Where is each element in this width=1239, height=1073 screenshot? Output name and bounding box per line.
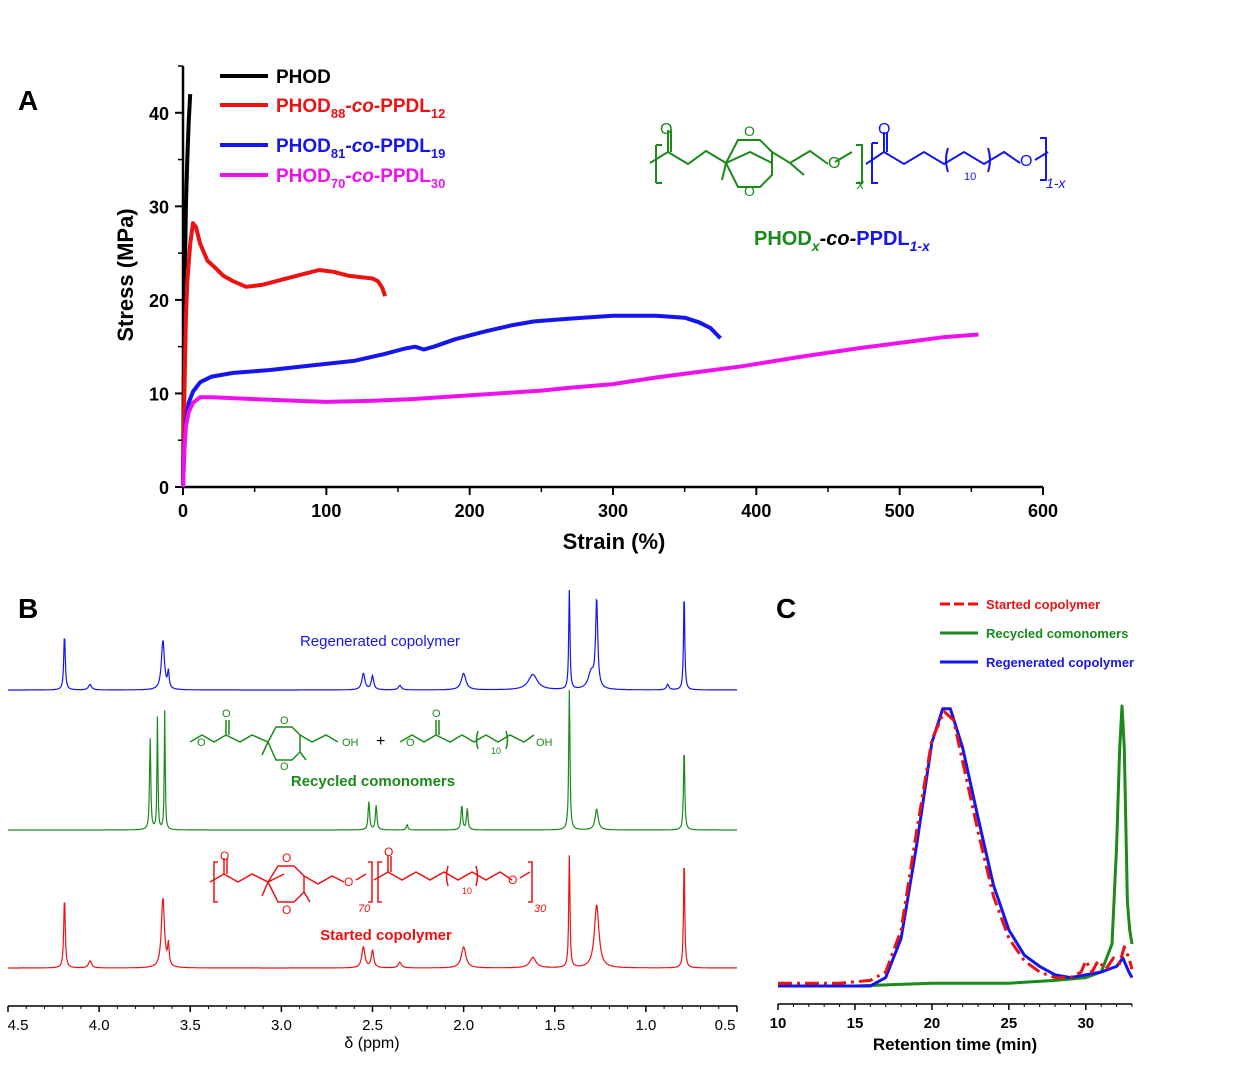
- panel-c-series: [778, 704, 1134, 988]
- panel-b-label-recycled: Recycled comonomers: [291, 773, 455, 790]
- panel-a-legend-label-2: PHOD81-co-PPDL19: [276, 136, 445, 161]
- panel-b-x-axis-label: δ (ppm): [344, 1035, 399, 1052]
- panel-a-x-tick-label: 300: [598, 501, 628, 521]
- panel-a-legend-label-1: PHOD88-co-PPDL12: [276, 96, 445, 121]
- struct-a-sub-1-x: 1-x: [1046, 175, 1066, 191]
- struct-c-n: 10: [462, 886, 472, 896]
- panel-b-x-tick-label: 1.0: [635, 1017, 656, 1034]
- panel-c-legend-label-1: Recycled comonomers: [986, 626, 1128, 641]
- panel-b-spectrum-0: [8, 589, 737, 691]
- panel-a-y-axis-label: Stress (MPa): [113, 208, 138, 341]
- panel-a-stress-strain-chart: 0 100 200 300 400 500 600 0 10 20 30 40 PHOD PHOD88-…: [113, 65, 1066, 554]
- struct-b-oh1: OH: [342, 737, 359, 749]
- panel-a-y-tick-label: 10: [149, 384, 169, 404]
- panel-b-x-tick-label: 0.5: [715, 1017, 736, 1034]
- struct-a-name: PHODx-co-PPDL1-x: [754, 228, 931, 254]
- panel-b-x-tick-label: 1.5: [544, 1017, 565, 1034]
- struct-b-o3: O: [280, 715, 289, 727]
- panel-b-x-tick-label: 2.5: [362, 1017, 383, 1034]
- panel-b-x-tick-label: 3.5: [180, 1017, 201, 1034]
- panel-a-x-tick-label: 600: [1028, 501, 1058, 521]
- panel-a-y-tick-label: 20: [149, 291, 169, 311]
- panel-c-axes: 10 15 20 25 30: [770, 1003, 1133, 1032]
- struct-b-o6: O: [406, 737, 415, 749]
- struct-c-o3: O: [282, 903, 291, 917]
- panel-b-label-started: Started copolymer: [320, 927, 452, 944]
- panel-c-x-tick-label: 25: [1001, 1015, 1018, 1032]
- struct-c-o6: O: [508, 873, 517, 887]
- panel-a-legend: PHOD PHOD88-co-PPDL12 PHOD81-co-PPDL19 PHOD…: [220, 67, 445, 191]
- panel-c-x-axis-label: Retention time (min): [873, 1035, 1037, 1054]
- panel-c-x-tick-label: 20: [924, 1015, 941, 1032]
- panel-c-x-tick-label: 30: [1077, 1015, 1094, 1032]
- panel-a-legend-label-0: PHOD: [276, 67, 331, 88]
- panel-a-series-line-2: [181, 313, 722, 488]
- panel-a-series-line-1: [181, 221, 387, 488]
- struct-a-o4: O: [828, 155, 840, 172]
- struct-b-o2: O: [197, 737, 206, 749]
- panel-b-nmr-chart: 4.5 4.0 3.5 3.0 2.5 2.0 1.5 1.0 0.5 δ (ppm) Rege…: [7, 589, 738, 1052]
- struct-a-n: 10: [964, 171, 976, 183]
- panel-b-x-tick-label: 3.0: [271, 1017, 292, 1034]
- struct-b-o1: O: [222, 708, 231, 720]
- panel-a-x-tick-label: 0: [178, 501, 188, 521]
- panel-a-x-axis-label: Strain (%): [563, 529, 666, 554]
- struct-a-sub-x: x: [856, 176, 865, 192]
- struct-a-o5: O: [878, 121, 890, 138]
- panel-b-series: [8, 589, 737, 969]
- panel-b-axes: 4.5 4.0 3.5 3.0 2.5 2.0 1.5 1.0 0.5: [7, 1005, 738, 1034]
- struct-b-o4: O: [280, 761, 289, 773]
- struct-c-o2: O: [282, 851, 291, 865]
- struct-a-o2: O: [744, 183, 755, 199]
- panel-a-y-tick-label: 30: [149, 197, 169, 217]
- panel-a-series: [181, 93, 979, 488]
- struct-a-o6: O: [1020, 153, 1032, 170]
- panel-c-gpc-chart: 10 15 20 25 30 Started copolymer Recycled com…: [770, 597, 1134, 1054]
- panel-b-monomer-structures: O O O O OH + O O 10 OH: [189, 708, 553, 773]
- panel-c-legend-label-0: Started copolymer: [986, 597, 1100, 612]
- panel-a-legend-label-3: PHOD70-co-PPDL30: [276, 166, 445, 191]
- panel-b-copolymer-structure: O O O O O O 10 70 30: [209, 845, 547, 917]
- struct-c-o1: O: [220, 849, 229, 863]
- struct-b-n: 10: [491, 746, 501, 756]
- panel-c-series-line-2: [778, 707, 1134, 988]
- panel-b-label-regenerated: Regenerated copolymer: [300, 633, 460, 650]
- struct-c-o4: O: [344, 875, 353, 889]
- panel-a-polymer-structure: O O O O x O O 10 1-x PHODx-co-PPDL1-x: [649, 121, 1066, 254]
- panel-a-x-tick-label: 100: [311, 501, 341, 521]
- panel-b-x-tick-label: 4.5: [8, 1017, 29, 1034]
- panel-a-x-tick-label: 500: [885, 501, 915, 521]
- panel-a-axes: 0 100 200 300 400 500 600 0 10 20 30 40: [149, 65, 1058, 521]
- panel-a-series-line-3: [181, 332, 979, 488]
- struct-b-plus: +: [376, 733, 385, 750]
- panel-c-x-tick-label: 15: [847, 1015, 864, 1032]
- panel-c-series-line-1: [778, 704, 1134, 988]
- panel-a-y-tick-label: 40: [149, 104, 169, 124]
- panel-a-x-tick-label: 400: [741, 501, 771, 521]
- panel-c-legend-label-2: Regenerated copolymer: [986, 655, 1134, 670]
- struct-c-o5: O: [384, 845, 393, 859]
- panel-b-x-tick-label: 2.0: [453, 1017, 474, 1034]
- panel-b-spectrum-1: [8, 689, 737, 831]
- panel-b-spectrum-2: [8, 855, 737, 969]
- struct-b-oh2: OH: [536, 737, 553, 749]
- panel-c-legend: Started copolymer Recycled comonomers Rege…: [940, 597, 1134, 670]
- panel-a-y-tick-label: 0: [159, 478, 169, 498]
- panel-b-x-tick-label: 4.0: [89, 1017, 110, 1034]
- panel-c-x-tick-label: 10: [770, 1015, 787, 1032]
- struct-c-sub-70: 70: [358, 903, 371, 915]
- panel-a-x-tick-label: 200: [455, 501, 485, 521]
- panel-label-c: C: [776, 593, 796, 624]
- struct-b-o5: O: [432, 708, 441, 720]
- panel-c-series-line-0: [778, 710, 1134, 985]
- struct-a-o3: O: [660, 121, 672, 138]
- struct-c-sub-30: 30: [534, 903, 547, 915]
- panel-label-a: A: [18, 85, 38, 116]
- struct-a-o1: O: [744, 123, 755, 139]
- panel-label-b: B: [18, 593, 38, 624]
